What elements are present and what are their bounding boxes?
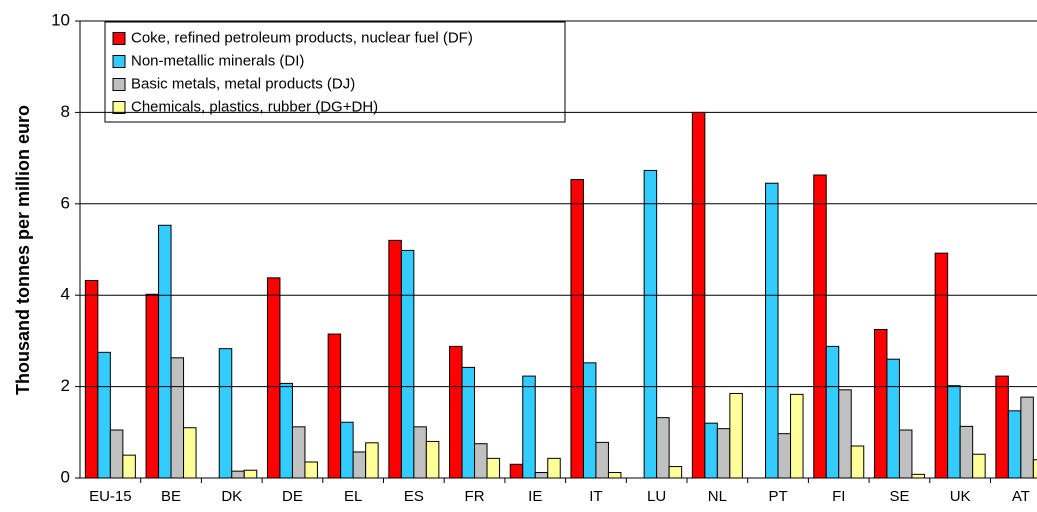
y-axis-label: Thousand tonnes per million euro	[13, 105, 33, 395]
bar	[291, 426, 306, 479]
legend-swatch	[112, 55, 126, 68]
bar	[1007, 410, 1022, 479]
bar	[1032, 459, 1037, 479]
bar	[825, 345, 840, 479]
bar	[266, 277, 281, 479]
y-tick-label: 4	[61, 285, 70, 304]
bar	[400, 249, 415, 479]
legend-swatch	[112, 32, 126, 45]
bar	[158, 224, 172, 479]
x-tick-label: EL	[344, 488, 362, 505]
legend-swatch	[112, 78, 126, 91]
bar	[607, 472, 622, 479]
bar	[413, 426, 427, 479]
legend-box	[104, 21, 566, 123]
bar	[886, 358, 900, 479]
x-tick-label: FR	[465, 488, 485, 505]
bar	[643, 169, 658, 479]
y-tick-label: 8	[61, 102, 70, 121]
bar	[365, 442, 379, 479]
x-tick-label: IT	[589, 488, 602, 505]
bar	[84, 280, 99, 479]
bar	[972, 453, 986, 479]
bar	[656, 417, 670, 479]
bar	[595, 441, 609, 479]
bar	[97, 351, 111, 479]
x-tick-label: DE	[282, 488, 303, 505]
bar	[340, 421, 354, 479]
bar	[474, 443, 488, 479]
bar	[729, 392, 743, 479]
bar	[183, 427, 197, 479]
bar	[934, 252, 949, 479]
bar	[547, 457, 561, 479]
bar	[534, 472, 549, 479]
bar	[352, 451, 367, 479]
x-tick-label: IE	[528, 488, 542, 505]
bar	[449, 345, 463, 479]
bar	[995, 375, 1009, 479]
x-tick-label: BE	[161, 488, 181, 505]
bar	[582, 362, 597, 479]
bar	[790, 393, 804, 479]
x-tick-label: ES	[404, 488, 424, 505]
x-tick-label: AT	[1012, 488, 1030, 505]
bar	[509, 463, 524, 479]
bar	[777, 433, 792, 479]
y-tick-label: 10	[51, 10, 70, 29]
legend: Coke, refined petroleum products, nuclea…	[104, 21, 566, 123]
legend-swatch	[112, 101, 126, 114]
bar	[873, 328, 888, 479]
bar	[898, 429, 913, 479]
bar	[243, 469, 258, 479]
bar	[122, 454, 136, 479]
legend-label: Non-metallic minerals (DI)	[131, 52, 304, 69]
x-tick-label: DK	[221, 488, 242, 505]
legend-label: Basic metals, metal products (DJ)	[131, 75, 355, 92]
bar	[704, 422, 718, 479]
bar	[911, 473, 925, 479]
bar	[109, 429, 124, 479]
bar	[218, 348, 233, 479]
x-tick-label: LU	[647, 488, 666, 505]
bar	[838, 389, 852, 479]
bar	[850, 445, 865, 479]
x-tick-label: PT	[768, 488, 787, 505]
y-tick-label: 6	[61, 193, 70, 212]
plot-area	[84, 111, 1037, 483]
x-tick-label: SE	[889, 488, 909, 505]
bar	[959, 425, 974, 479]
bar	[279, 382, 293, 479]
x-tick-label: NL	[708, 488, 727, 505]
x-tick-label: UK	[950, 488, 971, 505]
x-tick-label: FI	[832, 488, 845, 505]
bar	[327, 333, 342, 479]
bar	[522, 375, 536, 479]
bar	[668, 466, 683, 479]
bar	[813, 174, 827, 479]
bar	[765, 182, 779, 479]
bar	[486, 457, 501, 479]
y-tick-label: 2	[61, 376, 70, 395]
x-tick-label: EU-15	[89, 488, 132, 505]
bar	[425, 440, 440, 479]
bar	[170, 357, 185, 479]
bar	[570, 179, 584, 479]
legend-label: Coke, refined petroleum products, nuclea…	[131, 29, 473, 46]
legend-label: Chemicals, plastics, rubber (DG+DH)	[131, 98, 378, 115]
y-tick-label: 0	[61, 467, 70, 486]
bar	[716, 428, 731, 479]
bar	[231, 470, 245, 479]
bar	[1020, 396, 1034, 479]
bar	[947, 385, 961, 479]
bar	[461, 366, 476, 479]
bar	[304, 461, 318, 479]
bar	[388, 239, 402, 479]
